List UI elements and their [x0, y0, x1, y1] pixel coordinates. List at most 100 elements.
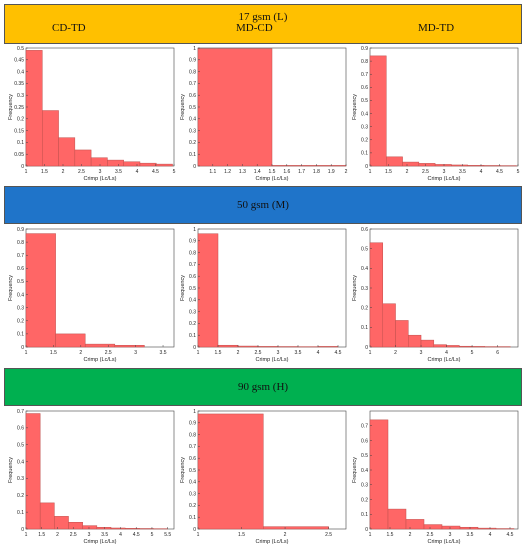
y-tick-label: 0.6 — [189, 456, 196, 462]
x-axis-label: Crimp (Lc/Ls) — [427, 539, 460, 545]
x-tick-label: 5 — [517, 169, 520, 175]
y-tick-label: 0.7 — [189, 444, 196, 450]
histogram-bar — [107, 160, 123, 166]
x-tick-label: 1.5 — [215, 350, 222, 356]
y-tick-label: 0.4 — [361, 468, 368, 474]
y-tick-label: 0.5 — [17, 46, 24, 52]
histogram-bar — [408, 335, 421, 347]
x-tick-label: 1.7 — [298, 169, 305, 175]
y-tick-label: 0.1 — [361, 325, 368, 331]
histogram-bar — [124, 162, 140, 166]
x-tick-label: 1.5 — [50, 350, 57, 356]
x-tick-label: 1.5 — [41, 169, 48, 175]
y-tick-label: 0.2 — [189, 503, 196, 509]
y-tick-label: 0.4 — [17, 69, 24, 75]
x-tick-label: 2 — [394, 350, 397, 356]
column-header-md-td: MD-TD — [418, 22, 454, 34]
y-tick-label: 0.15 — [14, 128, 24, 134]
histogram-bar — [403, 162, 419, 166]
y-tick-label: 0.2 — [189, 140, 196, 146]
y-tick-label: 0.5 — [17, 443, 24, 449]
y-tick-label: 0.1 — [17, 140, 24, 146]
y-tick-label: 0.2 — [17, 117, 24, 123]
histogram-bar — [435, 164, 451, 166]
y-tick-label: 0.1 — [361, 512, 368, 518]
y-tick-label: 0.1 — [189, 152, 196, 158]
y-tick-label: 0.3 — [189, 309, 196, 315]
x-tick-label: 4.5 — [335, 350, 342, 356]
plot-area — [198, 229, 346, 347]
y-tick-label: 0.3 — [17, 476, 24, 482]
histogram-bar — [111, 528, 125, 529]
histogram-bar — [85, 344, 115, 347]
y-tick-label: 1 — [193, 46, 196, 52]
y-axis-label: Frequency — [352, 94, 358, 120]
x-tick-label: 1.1 — [209, 169, 216, 175]
y-tick-label: 0.3 — [17, 93, 24, 99]
histogram-bar — [396, 320, 409, 347]
y-tick-label: 0.5 — [17, 279, 24, 285]
x-tick-label: 4 — [445, 350, 448, 356]
histogram-bar — [472, 346, 485, 347]
y-tick-label: 0.5 — [361, 453, 368, 459]
y-tick-label: 0.7 — [189, 262, 196, 268]
histogram-bar — [218, 345, 238, 347]
x-tick-label: 4 — [119, 532, 122, 538]
y-tick-label: 0.9 — [189, 239, 196, 245]
x-tick-label: 1.3 — [239, 169, 246, 175]
y-tick-label: 0.4 — [189, 480, 196, 486]
y-tick-label: 0.2 — [361, 305, 368, 311]
y-axis-label: Frequency — [352, 457, 358, 483]
histogram-bar — [478, 528, 496, 529]
x-tick-label: 4.5 — [133, 532, 140, 538]
x-tick-label: 5 — [173, 169, 176, 175]
y-axis-label: Frequency — [180, 94, 186, 120]
histogram-bar — [370, 420, 388, 529]
y-tick-label: 0.4 — [17, 292, 24, 298]
x-axis-label: Crimp (Lc/Ls) — [255, 357, 288, 363]
histogram-bar — [447, 345, 460, 347]
histogram-bar — [139, 528, 153, 529]
y-tick-label: 0.9 — [189, 58, 196, 64]
y-tick-label: 0 — [193, 164, 196, 170]
x-tick-label: 1 — [25, 169, 28, 175]
histogram-bar — [258, 346, 278, 347]
y-tick-label: 0.6 — [361, 85, 368, 91]
x-tick-label: 3 — [277, 350, 280, 356]
x-tick-label: 3.5 — [295, 350, 302, 356]
band-title-90gsm: 90 gsm (H) — [5, 381, 521, 393]
histogram-bar — [434, 345, 447, 347]
x-tick-label: 1.6 — [283, 169, 290, 175]
y-tick-label: 0.35 — [14, 81, 24, 87]
y-tick-label: 0.3 — [189, 491, 196, 497]
y-tick-label: 0.8 — [17, 240, 24, 246]
y-tick-label: 0.25 — [14, 105, 24, 111]
x-tick-label: 2 — [284, 532, 287, 538]
x-tick-label: 1.9 — [328, 169, 335, 175]
x-tick-label: 2.5 — [78, 169, 85, 175]
y-tick-label: 0.1 — [361, 151, 368, 157]
x-axis-label: Crimp (Lc/Ls) — [83, 357, 116, 363]
y-tick-label: 0.7 — [189, 81, 196, 87]
y-tick-label: 0.5 — [361, 246, 368, 252]
y-axis-label: Frequency — [352, 275, 358, 301]
histogram-bar — [421, 340, 434, 347]
x-tick-label: 3.5 — [467, 532, 474, 538]
x-tick-label: 1.5 — [385, 169, 392, 175]
histogram-bar — [75, 150, 91, 166]
y-tick-label: 0.3 — [361, 483, 368, 489]
histogram-bar — [115, 345, 145, 347]
plot-area — [370, 48, 518, 166]
y-tick-label: 0.2 — [17, 493, 24, 499]
y-tick-label: 0.5 — [189, 468, 196, 474]
histogram-bar — [198, 49, 272, 166]
x-axis-label: Crimp (Lc/Ls) — [427, 357, 460, 363]
histogram-bar — [484, 165, 500, 166]
